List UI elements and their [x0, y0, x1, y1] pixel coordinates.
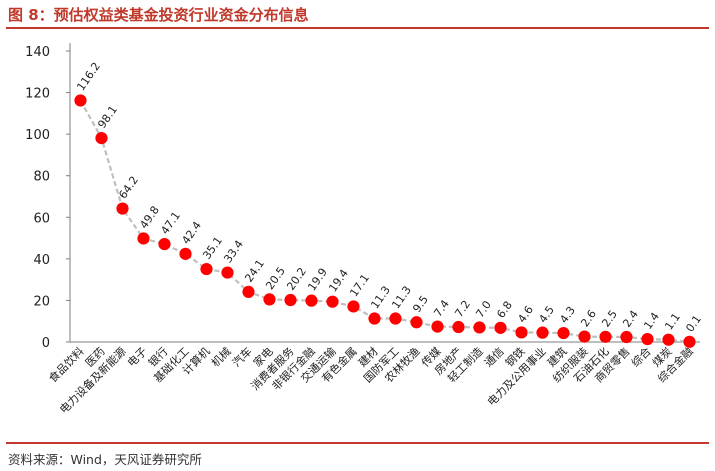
data-point	[242, 285, 255, 299]
data-point	[473, 321, 486, 334]
data-point	[137, 232, 150, 245]
data-point	[620, 330, 633, 344]
data-point	[662, 333, 675, 346]
y-tick-label: 140	[25, 45, 50, 60]
x-tick-label: 汽车	[229, 344, 254, 369]
data-point	[95, 131, 108, 145]
y-tick-label: 20	[33, 294, 50, 309]
data-label: 19.9	[305, 266, 330, 294]
data-point	[368, 312, 381, 325]
data-label: 47.1	[158, 209, 183, 237]
data-label: 7.2	[452, 298, 473, 320]
data-label: 4.3	[557, 304, 578, 326]
data-label: 2.4	[620, 308, 641, 330]
data-label: 116.2	[74, 60, 103, 93]
source-note: 资料来源：Wind，天风证券研究所	[8, 452, 202, 467]
data-point	[494, 321, 507, 334]
data-point	[452, 320, 465, 334]
data-point	[326, 295, 339, 308]
y-tick-label: 40	[33, 253, 50, 268]
data-label: 4.5	[536, 304, 557, 326]
x-tick-label: 食品饮料	[46, 344, 87, 385]
data-label: 20.2	[284, 265, 309, 293]
x-tick-label: 通信	[482, 345, 507, 370]
data-label: 64.2	[116, 174, 141, 202]
data-label: 4.6	[515, 303, 536, 325]
data-point	[515, 326, 528, 339]
data-label: 9.5	[410, 293, 431, 315]
data-label: 33.4	[221, 238, 246, 266]
data-point	[683, 335, 696, 348]
data-point	[389, 312, 402, 325]
x-tick-label: 电子	[125, 345, 150, 370]
x-tick-label: 机械	[208, 344, 233, 369]
y-tick-label: 60	[33, 211, 50, 226]
data-point	[431, 320, 444, 333]
data-label: 98.1	[95, 103, 120, 131]
data-point	[536, 326, 549, 339]
data-point	[410, 316, 423, 329]
y-tick-label: 0	[42, 336, 50, 351]
data-label: 49.8	[137, 204, 162, 232]
y-tick-label: 80	[33, 170, 50, 185]
data-label: 11.3	[368, 284, 393, 312]
data-label: 0.1	[683, 313, 704, 335]
data-point	[200, 262, 213, 276]
data-point	[305, 294, 318, 307]
data-point	[347, 300, 360, 313]
title-rule	[6, 27, 709, 29]
data-point	[284, 293, 297, 307]
data-point	[221, 266, 234, 279]
y-tick-label: 100	[25, 128, 50, 143]
data-label: 20.5	[263, 265, 288, 293]
data-label: 1.1	[662, 311, 683, 333]
data-point	[179, 247, 192, 260]
data-point	[263, 293, 276, 306]
x-tick-label: 综合	[628, 344, 653, 369]
data-point	[641, 332, 654, 346]
data-point	[116, 202, 129, 215]
data-label: 42.4	[179, 219, 204, 247]
data-point	[557, 326, 570, 340]
data-point	[158, 237, 171, 251]
data-label: 2.5	[599, 308, 620, 330]
data-label: 1.4	[641, 310, 662, 332]
data-label: 17.1	[347, 272, 372, 300]
source-rule	[6, 442, 709, 444]
data-label: 7.4	[431, 298, 452, 320]
y-tick-label: 120	[25, 87, 50, 102]
data-point	[599, 330, 612, 343]
data-point	[578, 330, 591, 343]
data-label: 2.6	[578, 308, 599, 330]
data-point	[74, 94, 87, 107]
figure-title: 图 8：预估权益类基金投资行业资金分布信息	[8, 6, 309, 24]
data-label: 24.1	[242, 257, 267, 285]
data-label: 7.0	[473, 298, 494, 320]
data-label: 6.8	[494, 299, 515, 321]
